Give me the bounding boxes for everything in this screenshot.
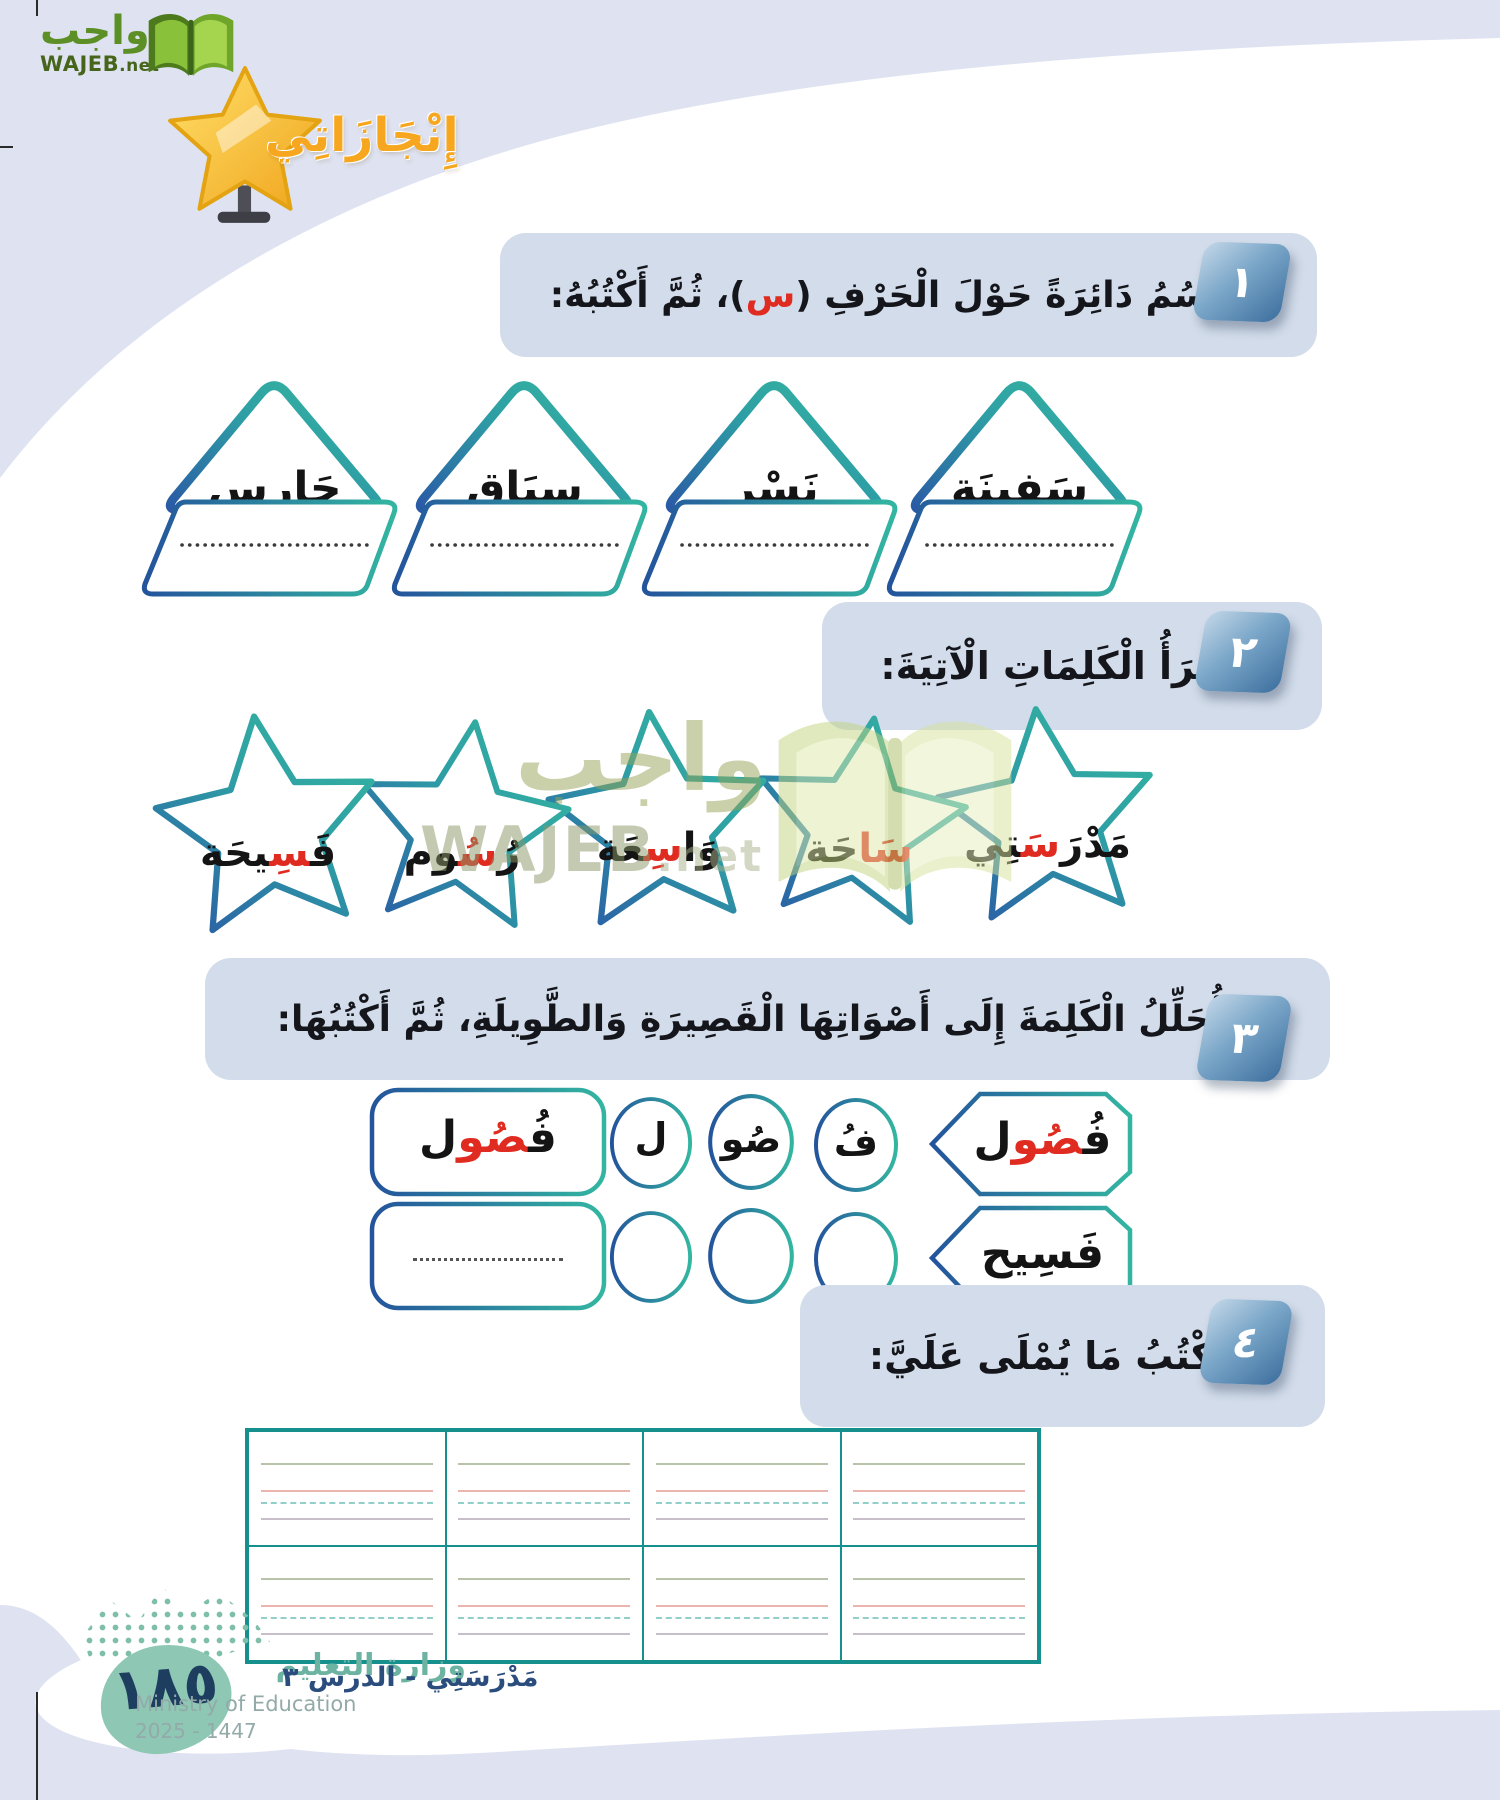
sound-circle: صُو xyxy=(706,1092,796,1192)
answer-write-box[interactable] xyxy=(390,497,652,597)
book-icon xyxy=(148,13,234,76)
star-word-card: وَاسِعَة xyxy=(540,706,778,944)
ministry-name-arabic: وزارة التعليم xyxy=(275,1648,466,1683)
rounded-rect-shape xyxy=(369,1201,607,1311)
star-word: رُسُوم xyxy=(403,830,521,876)
trapezoid-shape xyxy=(391,499,648,597)
circle-shape xyxy=(609,1211,693,1303)
crop-mark-top xyxy=(36,0,38,16)
sound-letter: فُ xyxy=(833,1120,879,1164)
dictation-cell[interactable] xyxy=(445,1546,643,1661)
q3-number-badge: ٣ xyxy=(1194,993,1294,1083)
q3-word: فُصُول xyxy=(973,1114,1112,1165)
star-word: وَاسِعَة xyxy=(596,825,722,871)
edition-years: 2025 - 1447 xyxy=(135,1719,257,1743)
q2-number-badge: ٢ xyxy=(1193,610,1293,694)
q4-number-badge: ٤ xyxy=(1197,1298,1295,1386)
q3-result-word: فُصُول xyxy=(419,1112,557,1163)
crop-mark-bottom xyxy=(36,1692,38,1800)
sound-circle: فُ xyxy=(812,1096,900,1194)
dictation-cell[interactable] xyxy=(248,1546,446,1661)
dictation-cell[interactable] xyxy=(445,1431,643,1546)
lesson-label: مَدْرَسَتِي - الدرس ٣ xyxy=(282,1662,539,1693)
q3-title: أُحَلِّلُ الْكَلِمَةَ إِلَى أَصْوَاتِهَا… xyxy=(205,958,1330,1080)
q1-title: أَرْسُمُ دَائِرَةً حَوْلَ الْحَرْفِ (س)،… xyxy=(500,233,1317,357)
sound-circle-empty[interactable] xyxy=(706,1206,796,1306)
crop-mark-left xyxy=(0,146,13,148)
answer-write-box[interactable] xyxy=(140,497,402,597)
sound-letter: صُو xyxy=(720,1117,782,1161)
star-word: فَسِيحَة xyxy=(199,830,337,876)
trapezoid-shape xyxy=(141,499,398,597)
sound-circle-empty[interactable] xyxy=(608,1209,694,1305)
star-word-card: فَسِيحَة xyxy=(148,710,388,950)
dictation-cell[interactable] xyxy=(840,1546,1038,1661)
q1-number-badge: ١ xyxy=(1191,241,1293,323)
achievements-header: إِنْجَازَاتِي xyxy=(160,62,640,242)
q3-result-write-box[interactable] xyxy=(368,1200,608,1312)
star-shape xyxy=(152,713,375,934)
q3-word-tag: فُصُول xyxy=(915,1088,1137,1200)
rounded-rect-shape xyxy=(369,1087,607,1197)
circle-shape xyxy=(814,1098,898,1192)
q3-word-tag: فَسِيح xyxy=(915,1202,1137,1314)
star-shape xyxy=(545,708,767,926)
trapezoid-shape xyxy=(641,499,898,597)
trapezoid-shape xyxy=(886,499,1143,597)
circle-shape xyxy=(708,1094,794,1190)
wajeb-logo-arabic: واجب xyxy=(40,8,150,54)
circle-shape xyxy=(708,1208,794,1304)
top-curve-background xyxy=(0,0,1500,478)
star-shape xyxy=(360,719,572,928)
hexagon-tag-shape xyxy=(928,1091,1133,1197)
dotted-write-line xyxy=(413,1258,563,1261)
ministry-name-english: Ministry of Education xyxy=(135,1692,357,1716)
dictation-table xyxy=(245,1428,1041,1664)
wajeb-logo: واجب WAJEB.net xyxy=(40,10,290,105)
circle-shape xyxy=(609,1097,693,1189)
q3-result-box: فُصُول xyxy=(368,1086,608,1198)
achievements-label: إِنْجَازَاتِي xyxy=(265,108,459,163)
dictation-cell[interactable] xyxy=(840,1431,1038,1546)
q3-word: فَسِيح xyxy=(980,1228,1105,1279)
sound-letter: ل xyxy=(634,1115,668,1159)
star-word-card: رُسُوم xyxy=(348,716,576,944)
dictation-cell[interactable] xyxy=(643,1546,841,1661)
answer-write-box[interactable] xyxy=(885,497,1147,597)
trophy-star-icon xyxy=(168,66,322,223)
dictation-cell[interactable] xyxy=(248,1431,446,1546)
answer-write-box[interactable] xyxy=(640,497,902,597)
sound-circle: ل xyxy=(608,1095,694,1191)
dictation-cell[interactable] xyxy=(643,1431,841,1546)
